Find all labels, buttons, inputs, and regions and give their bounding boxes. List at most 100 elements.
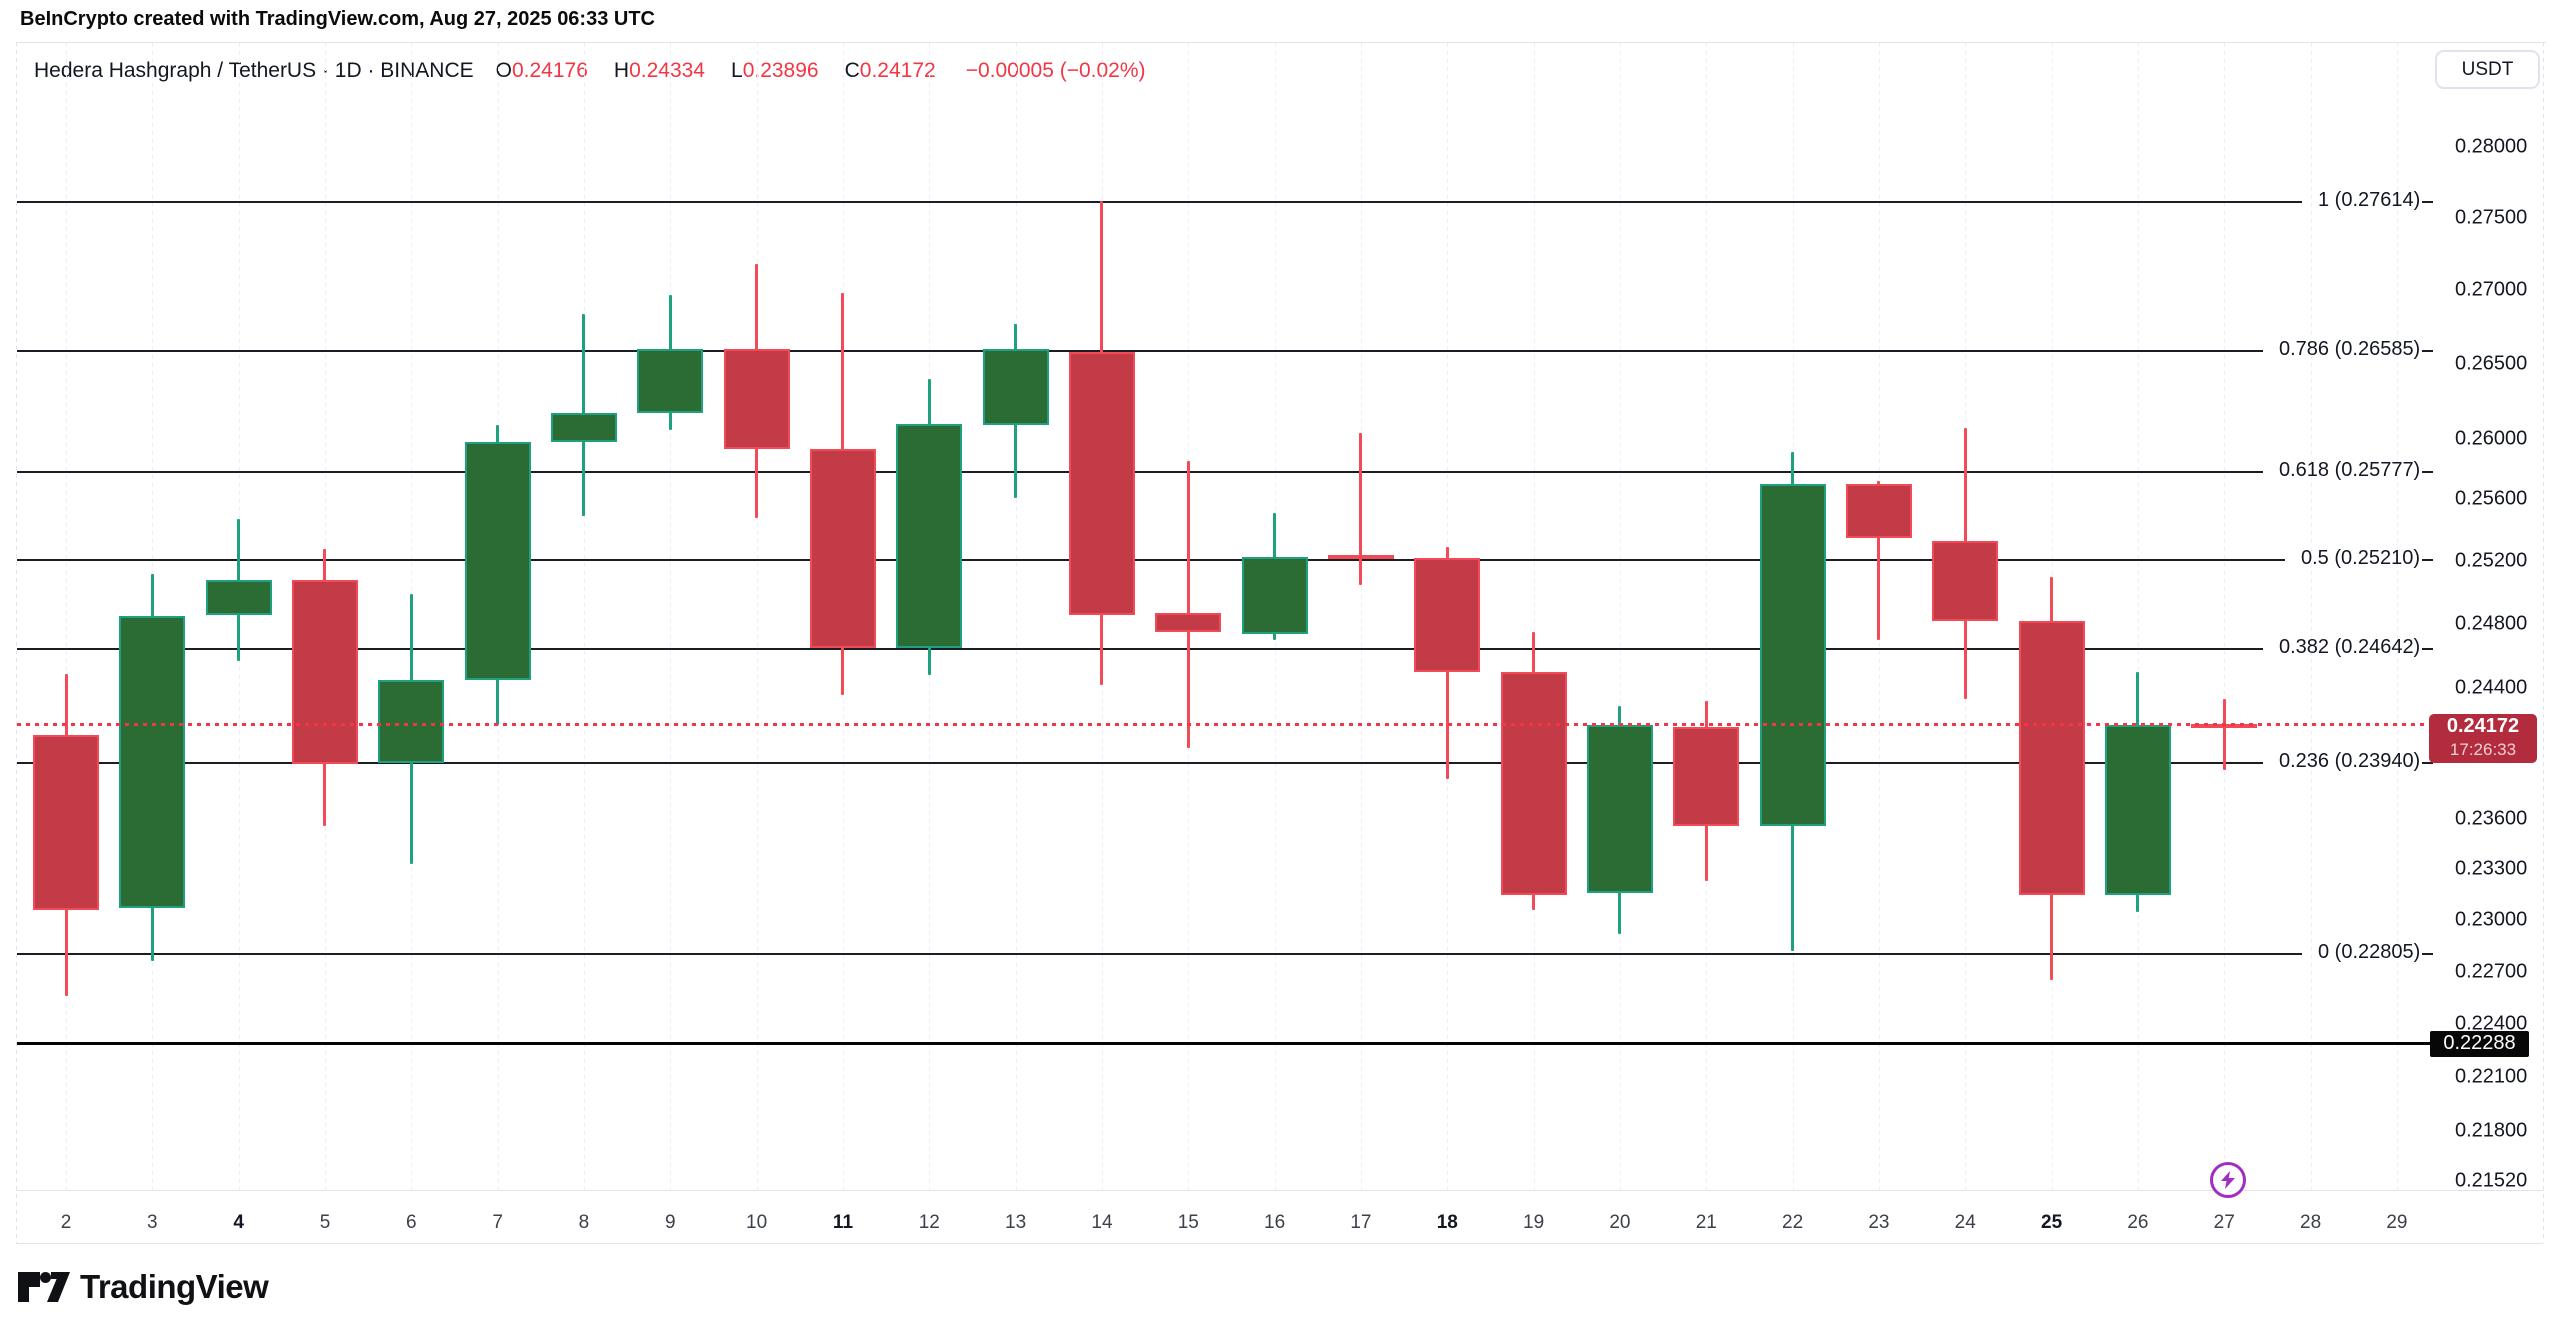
fib-line[interactable] xyxy=(17,761,2263,764)
fib-line[interactable] xyxy=(17,648,2263,651)
fib-label: 0.786 (0.26585) xyxy=(2279,338,2421,361)
support-line[interactable] xyxy=(17,1042,2430,1046)
candle-day-17[interactable] xyxy=(1327,555,1394,560)
symbol-name[interactable]: Hedera Hashgraph / TetherUS · 1D · BINAN… xyxy=(34,59,474,82)
candle-day-15[interactable] xyxy=(1155,613,1222,633)
candle-day-11[interactable] xyxy=(809,449,876,649)
session-gridline xyxy=(1619,43,1621,1190)
candle-day-7[interactable] xyxy=(464,441,531,681)
candle-day-4[interactable] xyxy=(205,580,272,615)
candle-day-3[interactable] xyxy=(119,616,186,909)
symbol-legend-row[interactable]: Hedera Hashgraph / TetherUS · 1D · BINAN… xyxy=(34,58,1146,84)
price-axis-label: 0.27500 xyxy=(2455,206,2528,229)
price-axis-label: 0.26000 xyxy=(2455,427,2528,450)
date-axis-label: 4 xyxy=(233,1212,244,1233)
open-value: 0.24176 xyxy=(511,59,588,82)
fib-line[interactable] xyxy=(17,471,2263,474)
date-axis-label: 7 xyxy=(492,1212,503,1233)
price-axis-label: 0.21520 xyxy=(2455,1169,2528,1192)
date-axis-label: 18 xyxy=(1436,1212,1458,1233)
current-price-line xyxy=(17,723,2428,727)
candle-wick-day-23 xyxy=(1877,481,1881,641)
candle-day-6[interactable] xyxy=(378,680,445,763)
price-axis-label: 0.23600 xyxy=(2455,807,2528,830)
date-axis-label: 25 xyxy=(2041,1212,2063,1233)
candle-day-21[interactable] xyxy=(1673,726,1740,826)
date-axis-label: 28 xyxy=(2300,1212,2322,1233)
price-axis-label: 0.24800 xyxy=(2455,612,2528,635)
fib-line[interactable] xyxy=(17,558,2285,561)
price-axis-label: 0.23300 xyxy=(2455,857,2528,880)
chart-card-top-border xyxy=(16,42,2546,43)
fib-label: 0.236 (0.23940) xyxy=(2279,749,2421,772)
candle-day-8[interactable] xyxy=(550,412,617,442)
currency-toggle-button[interactable]: USDT xyxy=(2435,50,2540,89)
candle-day-13[interactable] xyxy=(982,348,1049,425)
session-gridline xyxy=(2396,43,2398,1190)
date-axis-label: 26 xyxy=(2127,1212,2149,1233)
support-price-badge: 0.22288 xyxy=(2430,1030,2529,1057)
tradingview-logo-text: TradingView xyxy=(80,1268,269,1305)
fib-label: 0.382 (0.24642) xyxy=(2279,636,2421,659)
fib-line[interactable] xyxy=(17,350,2263,353)
candle-day-16[interactable] xyxy=(1241,556,1308,634)
fib-label: 0.5 (0.25210) xyxy=(2301,546,2420,569)
fib-line-stub xyxy=(2422,558,2433,561)
session-gridline xyxy=(1533,43,1535,1190)
candle-wick-day-15 xyxy=(1186,461,1190,749)
time-axis-separator xyxy=(16,1190,2543,1191)
candle-day-9[interactable] xyxy=(637,348,704,413)
candle-day-10[interactable] xyxy=(723,348,790,450)
lightning-event-icon[interactable] xyxy=(2210,1162,2247,1198)
tradingview-logo-icon xyxy=(18,1271,70,1303)
date-axis-label: 11 xyxy=(832,1212,854,1233)
date-axis-label: 8 xyxy=(578,1212,590,1233)
current-price-value: 0.24172 xyxy=(2446,715,2520,738)
date-axis-label: 15 xyxy=(1177,1212,1199,1233)
fib-line[interactable] xyxy=(17,952,2302,955)
price-axis-label: 0.25600 xyxy=(2455,487,2528,510)
candle-day-20[interactable] xyxy=(1586,725,1653,893)
tradingview-attribution[interactable]: TradingView xyxy=(18,1268,269,1306)
date-axis-label: 5 xyxy=(319,1212,331,1233)
date-axis-label: 9 xyxy=(665,1212,676,1233)
candle-day-14[interactable] xyxy=(1068,351,1135,615)
candle-day-26[interactable] xyxy=(2104,725,2171,895)
change-value: −0.00005 (−0.02%) xyxy=(965,59,1146,82)
price-axis-label: 0.24400 xyxy=(2455,676,2528,699)
fib-line[interactable] xyxy=(17,201,2302,203)
candle-wick-day-17 xyxy=(1359,432,1363,585)
date-axis-label: 19 xyxy=(1523,1212,1545,1233)
candle-day-23[interactable] xyxy=(1845,484,1912,539)
price-axis-label: 0.23000 xyxy=(2455,908,2528,931)
fib-label: 0.618 (0.25777) xyxy=(2279,459,2421,482)
fib-line-stub xyxy=(2422,648,2433,651)
session-gridline xyxy=(756,43,758,1190)
session-gridline xyxy=(66,43,67,1190)
low-value: 0.23896 xyxy=(742,59,819,82)
date-axis-label: 21 xyxy=(1695,1212,1717,1233)
session-gridline xyxy=(670,43,672,1190)
date-axis-label: 27 xyxy=(2213,1212,2235,1233)
candle-day-24[interactable] xyxy=(1932,541,1999,622)
candle-day-12[interactable] xyxy=(896,423,963,649)
date-axis-label: 10 xyxy=(746,1212,768,1233)
price-axis-label: 0.26500 xyxy=(2455,352,2528,375)
session-gridline xyxy=(2310,43,2312,1190)
candle-day-5[interactable] xyxy=(291,580,358,765)
price-axis-label: 0.22100 xyxy=(2455,1065,2528,1088)
candle-day-22[interactable] xyxy=(1759,484,1826,826)
date-axis-label: 12 xyxy=(918,1212,940,1233)
date-axis-label: 22 xyxy=(1782,1212,1804,1233)
candle-day-19[interactable] xyxy=(1500,672,1567,895)
chart-card-left-border xyxy=(16,42,17,1243)
date-axis-label: 6 xyxy=(406,1212,417,1233)
candle-day-2[interactable] xyxy=(33,735,99,910)
close-label: C xyxy=(844,59,860,82)
date-axis-label: 16 xyxy=(1264,1212,1286,1233)
candle-day-18[interactable] xyxy=(1414,558,1481,672)
date-axis-label: 24 xyxy=(1954,1212,1976,1233)
candle-day-25[interactable] xyxy=(2018,621,2085,895)
